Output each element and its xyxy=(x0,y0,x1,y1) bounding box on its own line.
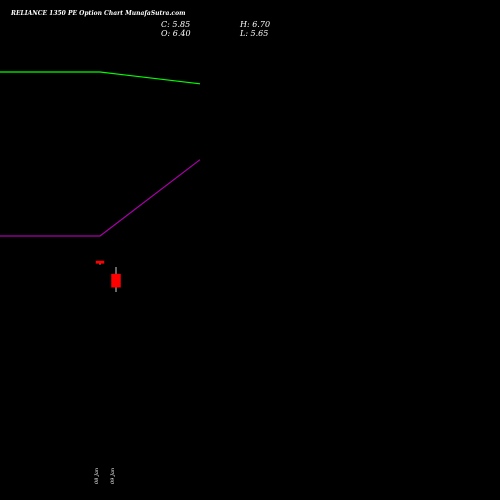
chart-title: RELIANCE 1350 PE Option Chart MunafaSutr… xyxy=(11,10,186,17)
candle-body-1 xyxy=(95,260,105,264)
low-value: L: 5.65 xyxy=(240,29,269,38)
overlay-lines xyxy=(0,71,201,237)
overlay-line-1 xyxy=(0,71,201,85)
candle-body-2 xyxy=(111,273,121,288)
x-axis-ticks: 08 Jan 09 Jan xyxy=(94,468,116,484)
x-tick-label-1: 08 Jan xyxy=(94,468,100,484)
open-value: O: 6.40 xyxy=(161,29,191,38)
close-value: C: 5.85 xyxy=(161,20,191,29)
x-tick-label-2: 09 Jan xyxy=(110,468,116,484)
overlay-line-2 xyxy=(0,159,201,237)
candles xyxy=(95,260,121,292)
high-value: H: 6.70 xyxy=(240,20,271,29)
